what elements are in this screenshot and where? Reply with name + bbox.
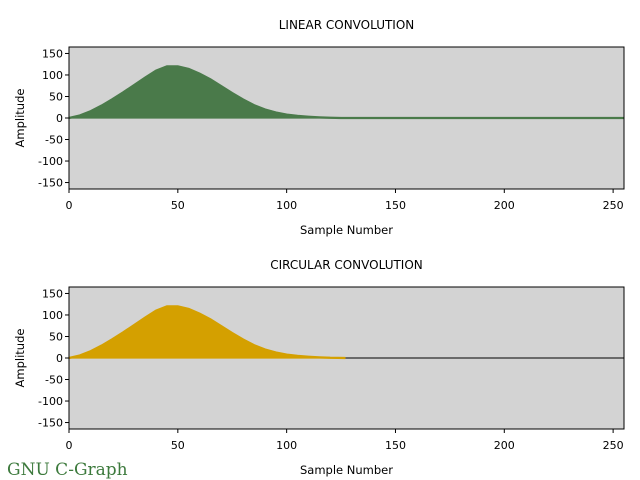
y-axis-label: Amplitude (13, 329, 27, 388)
y-tick-label: -100 (38, 395, 63, 408)
x-tick-label: 200 (494, 439, 515, 452)
y-tick-label: -150 (38, 417, 63, 430)
y-tick-label: -50 (45, 134, 63, 147)
series-line (68, 305, 346, 360)
y-tick-label: -100 (38, 155, 63, 168)
chart-title: CIRCULAR CONVOLUTION (270, 258, 423, 272)
y-tick-label: 50 (49, 330, 63, 343)
y-tick-label: -50 (45, 374, 63, 387)
y-tick-label: 0 (56, 352, 63, 365)
y-tick-label: 0 (56, 112, 63, 125)
y-tick-label: -150 (38, 177, 63, 190)
chart-title: LINEAR CONVOLUTION (279, 18, 415, 32)
x-tick-label: 50 (171, 199, 185, 212)
x-tick-label: 100 (276, 439, 297, 452)
x-tick-label: 150 (385, 199, 406, 212)
x-tick-label: 250 (603, 439, 624, 452)
x-tick-label: 0 (66, 199, 73, 212)
y-tick-label: 150 (42, 47, 63, 60)
y-axis-label: Amplitude (13, 89, 27, 148)
y-tick-label: 150 (42, 287, 63, 300)
x-tick-label: 250 (603, 199, 624, 212)
y-tick-label: 100 (42, 309, 63, 322)
x-axis-label: Sample Number (300, 223, 393, 237)
x-tick-label: 0 (66, 439, 73, 452)
x-axis-label: Sample Number (300, 463, 393, 477)
y-tick-label: 50 (49, 90, 63, 103)
chart-panel: CIRCULAR CONVOLUTION 150 100 50 0 -50 -100 -150… (13, 258, 625, 477)
x-tick-label: 100 (276, 199, 297, 212)
brand-label: GNU C-Graph (7, 460, 128, 480)
series-line (68, 65, 624, 120)
x-tick-label: 150 (385, 439, 406, 452)
x-tick-label: 200 (494, 199, 515, 212)
y-tick-label: 100 (42, 69, 63, 82)
x-tick-label: 50 (171, 439, 185, 452)
